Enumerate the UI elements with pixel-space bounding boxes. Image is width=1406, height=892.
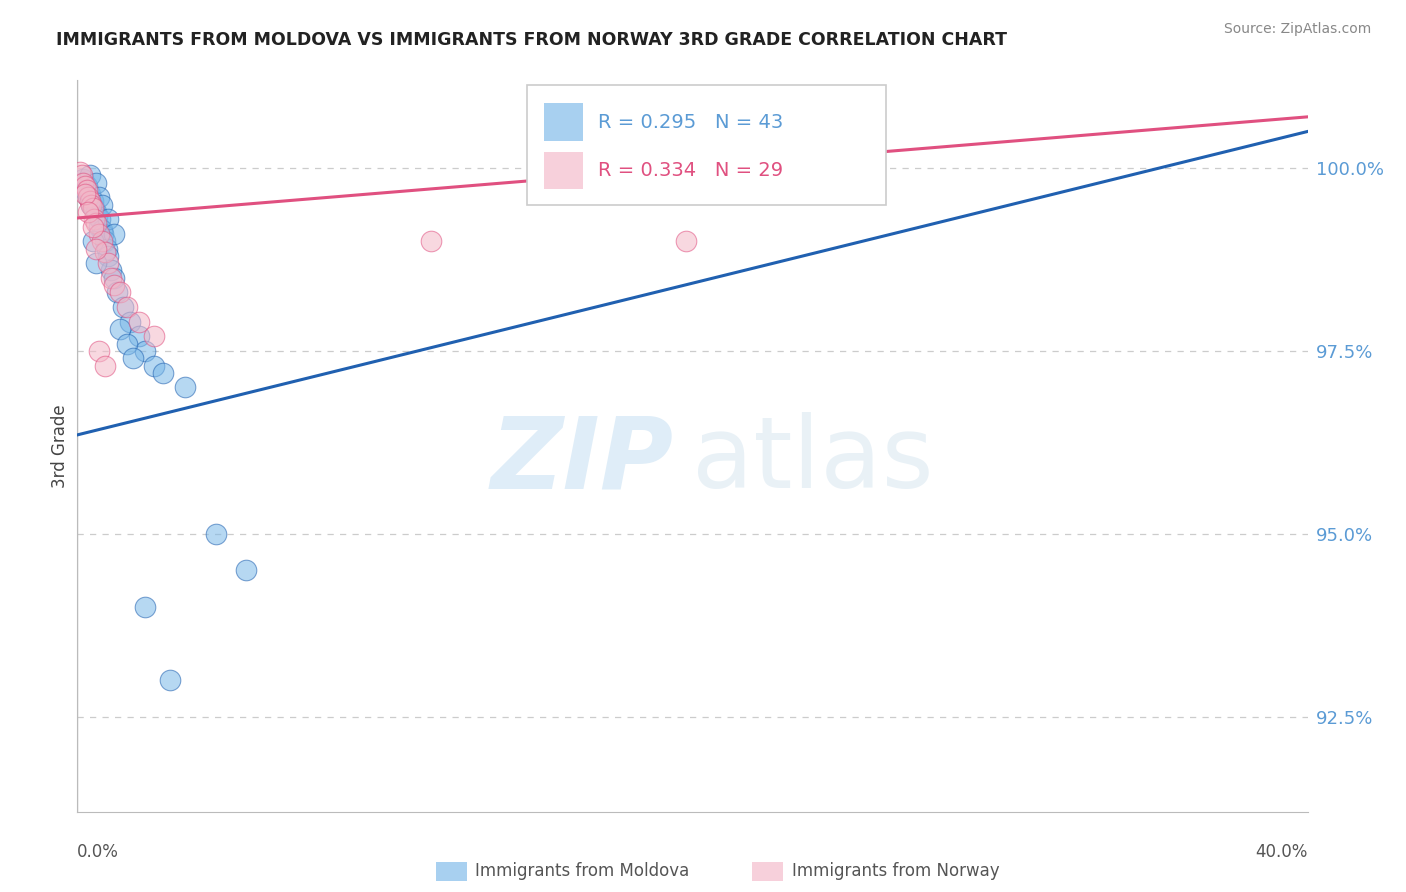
Point bbox=[69, 165, 91, 179]
Point bbox=[115, 336, 138, 351]
Point bbox=[77, 190, 100, 204]
Point bbox=[79, 186, 101, 201]
Point bbox=[100, 270, 122, 285]
Point bbox=[103, 270, 125, 285]
Point bbox=[76, 179, 98, 194]
Point bbox=[84, 216, 107, 230]
Text: 0.0%: 0.0% bbox=[77, 843, 120, 861]
Point bbox=[152, 366, 174, 380]
Point bbox=[76, 183, 98, 197]
Point bbox=[103, 227, 125, 241]
Point bbox=[100, 263, 122, 277]
Point bbox=[103, 278, 125, 293]
Point bbox=[82, 234, 104, 248]
Point bbox=[115, 300, 138, 314]
Text: Immigrants from Norway: Immigrants from Norway bbox=[792, 863, 1000, 880]
Point bbox=[97, 256, 120, 270]
Point bbox=[80, 197, 103, 211]
Point bbox=[159, 673, 181, 687]
Text: R = 0.295   N = 43: R = 0.295 N = 43 bbox=[598, 112, 783, 132]
Point bbox=[77, 190, 100, 204]
Point bbox=[77, 205, 100, 219]
Point bbox=[90, 234, 114, 248]
Point bbox=[675, 234, 697, 248]
Point bbox=[82, 219, 104, 234]
Text: ZIP: ZIP bbox=[491, 412, 673, 509]
Point bbox=[87, 219, 110, 234]
Point bbox=[72, 172, 94, 186]
Point bbox=[235, 563, 257, 577]
Point bbox=[87, 227, 110, 241]
Point bbox=[128, 329, 150, 343]
Point bbox=[80, 197, 103, 211]
Point bbox=[82, 202, 104, 216]
Text: atlas: atlas bbox=[693, 412, 934, 509]
Text: Immigrants from Moldova: Immigrants from Moldova bbox=[475, 863, 689, 880]
Point bbox=[90, 223, 114, 237]
Point bbox=[93, 227, 115, 241]
Point bbox=[87, 190, 110, 204]
Point bbox=[143, 359, 166, 373]
Point bbox=[118, 315, 141, 329]
Text: IMMIGRANTS FROM MOLDOVA VS IMMIGRANTS FROM NORWAY 3RD GRADE CORRELATION CHART: IMMIGRANTS FROM MOLDOVA VS IMMIGRANTS FR… bbox=[56, 31, 1007, 49]
Point bbox=[84, 256, 107, 270]
Point bbox=[84, 205, 107, 219]
Point bbox=[128, 315, 150, 329]
Point bbox=[70, 169, 93, 183]
Point bbox=[72, 176, 94, 190]
Point bbox=[110, 322, 132, 336]
Point bbox=[82, 194, 104, 208]
Point bbox=[94, 234, 117, 248]
Point bbox=[83, 202, 105, 216]
Point bbox=[420, 234, 443, 248]
Text: 40.0%: 40.0% bbox=[1256, 843, 1308, 861]
Text: R = 0.334   N = 29: R = 0.334 N = 29 bbox=[598, 161, 783, 180]
Point bbox=[121, 351, 143, 366]
Point bbox=[97, 249, 120, 263]
Point bbox=[70, 176, 93, 190]
Point bbox=[83, 212, 105, 227]
Point bbox=[96, 242, 118, 256]
Point bbox=[90, 197, 114, 211]
Point bbox=[84, 242, 107, 256]
Point bbox=[86, 209, 108, 223]
Point bbox=[204, 526, 226, 541]
Point bbox=[79, 169, 101, 183]
Point bbox=[134, 599, 156, 614]
Point bbox=[87, 343, 110, 358]
Point bbox=[112, 300, 135, 314]
Point bbox=[94, 245, 117, 260]
Point bbox=[110, 285, 132, 300]
Point bbox=[97, 212, 120, 227]
Text: Source: ZipAtlas.com: Source: ZipAtlas.com bbox=[1223, 22, 1371, 37]
Y-axis label: 3rd Grade: 3rd Grade bbox=[51, 404, 69, 488]
Point bbox=[94, 359, 117, 373]
Point bbox=[79, 194, 101, 208]
Point bbox=[73, 183, 96, 197]
Point bbox=[105, 285, 128, 300]
Point bbox=[84, 176, 107, 190]
Point bbox=[73, 179, 96, 194]
Point bbox=[134, 343, 156, 358]
Point bbox=[143, 329, 166, 343]
Point bbox=[89, 212, 111, 227]
Point bbox=[73, 186, 96, 201]
Point bbox=[174, 380, 197, 394]
